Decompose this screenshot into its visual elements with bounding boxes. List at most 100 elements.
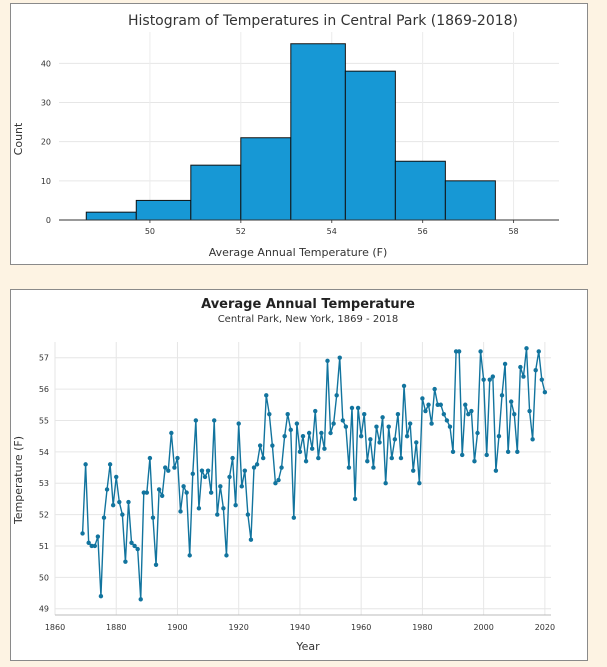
temperature-point <box>493 468 499 473</box>
temperature-point <box>469 408 474 414</box>
temperature-point <box>456 349 462 354</box>
line-x-tick: 1880 <box>106 623 126 632</box>
histogram-y-tick: 30 <box>41 99 51 108</box>
line-x-tick: 2020 <box>535 623 555 632</box>
temperature-point <box>138 597 143 602</box>
temperature-point <box>518 364 523 370</box>
temperature-point <box>331 421 336 426</box>
temperature-point <box>386 424 391 429</box>
line-y-tick: 57 <box>39 354 49 363</box>
histogram-x-tick: 58 <box>508 227 518 236</box>
line-panel: 49 50 51 52 53 54 55 56 57 1860 1880 1900 1920 1940 19… <box>10 289 588 661</box>
line-grid <box>54 342 551 615</box>
temperature-point <box>144 490 150 495</box>
line-x-tick: 1860 <box>45 623 65 632</box>
temperature-point <box>245 512 251 517</box>
temperature-point <box>343 424 349 429</box>
temperature-point <box>508 399 514 404</box>
temperature-point <box>107 462 113 467</box>
temperature-point <box>450 449 456 455</box>
temperature-point <box>267 411 272 417</box>
temperature-point <box>187 553 192 558</box>
histogram-x-tick: 54 <box>327 227 337 236</box>
temperature-point <box>383 481 388 486</box>
temperature-point <box>150 515 156 520</box>
histogram-x-tick: 56 <box>418 227 428 236</box>
temperature-point <box>303 459 309 464</box>
temperature-point <box>527 408 532 414</box>
temperature-point <box>309 446 315 451</box>
temperature-point <box>389 455 394 461</box>
temperature-point <box>101 515 107 520</box>
line-y-tick: 53 <box>39 479 49 488</box>
temperature-point <box>233 502 238 508</box>
temperature-point <box>104 487 110 492</box>
line-x-label: Year <box>295 640 320 653</box>
temperature-point <box>512 411 517 417</box>
line-y-tick: 56 <box>39 385 49 394</box>
temperature-point <box>484 452 489 458</box>
temperature-point <box>490 374 496 379</box>
histogram-bar <box>135 199 192 221</box>
temperature-point <box>411 468 416 473</box>
line-y-label: Temperature (F) <box>12 436 25 525</box>
temperature-point <box>83 462 88 467</box>
line-y-tick: 49 <box>39 605 49 614</box>
line-y-tick: 50 <box>39 573 49 582</box>
temperature-point <box>322 446 327 451</box>
line-y-tick: 55 <box>39 416 49 425</box>
temperature-point <box>208 490 214 495</box>
temperature-point <box>202 474 208 480</box>
temperature-point <box>441 411 447 417</box>
temperature-point <box>316 455 321 461</box>
temperature-point <box>89 543 94 549</box>
temperature-point <box>184 490 189 495</box>
line-x-tick: 1900 <box>167 623 187 632</box>
temperature-point <box>181 484 186 489</box>
temperature-point <box>401 383 407 389</box>
temperature-point <box>466 411 471 417</box>
temperature-point <box>395 411 401 417</box>
temperature-point <box>227 474 232 480</box>
histogram-bar <box>190 164 242 221</box>
temperature-point <box>251 465 257 470</box>
temperature-point <box>521 374 526 379</box>
temperature-point <box>242 468 248 473</box>
temperature-point <box>166 468 171 473</box>
temperature-point <box>215 512 220 517</box>
histogram-chart: 0 10 20 30 40 50 52 54 56 58 Histogram of Tempera… <box>12 13 559 259</box>
temperature-point <box>254 462 260 467</box>
temperature-point <box>120 512 125 517</box>
temperature-point <box>279 465 284 470</box>
histogram-title: Histogram of Temperatures in Central Par… <box>128 13 518 29</box>
temperature-point <box>273 481 278 486</box>
temperature-point <box>190 471 195 476</box>
line-x-tick: 1960 <box>351 623 371 632</box>
temperature-point <box>80 531 85 536</box>
temperature-point <box>426 402 431 407</box>
temperature-point <box>260 455 266 461</box>
line-ticks: 49 50 51 52 53 54 55 56 57 1860 1880 1900 1920 1940 19… <box>39 354 555 632</box>
temperature-point <box>205 468 211 473</box>
temperature-point <box>300 433 306 439</box>
temperature-point <box>533 368 538 373</box>
temperature-line <box>81 348 546 600</box>
temperature-point <box>358 433 364 439</box>
temperature-point <box>196 506 202 511</box>
temperature-point <box>536 349 541 354</box>
temperature-point <box>199 468 205 473</box>
temperature-point <box>270 443 275 448</box>
temperature-point <box>328 430 333 436</box>
temperature-point <box>325 358 330 364</box>
temperature-point <box>334 393 339 398</box>
line-chart-title: Average Annual Temperature <box>201 297 415 312</box>
temperature-point <box>132 543 137 549</box>
line-y-tick: 52 <box>39 511 49 520</box>
temperature-point <box>156 487 162 492</box>
histogram-bar <box>444 180 496 221</box>
temperature-point <box>337 355 342 360</box>
temperature-point <box>539 377 545 382</box>
temperature-point <box>297 449 303 455</box>
histogram-bar <box>240 137 292 221</box>
temperature-point <box>435 402 440 407</box>
